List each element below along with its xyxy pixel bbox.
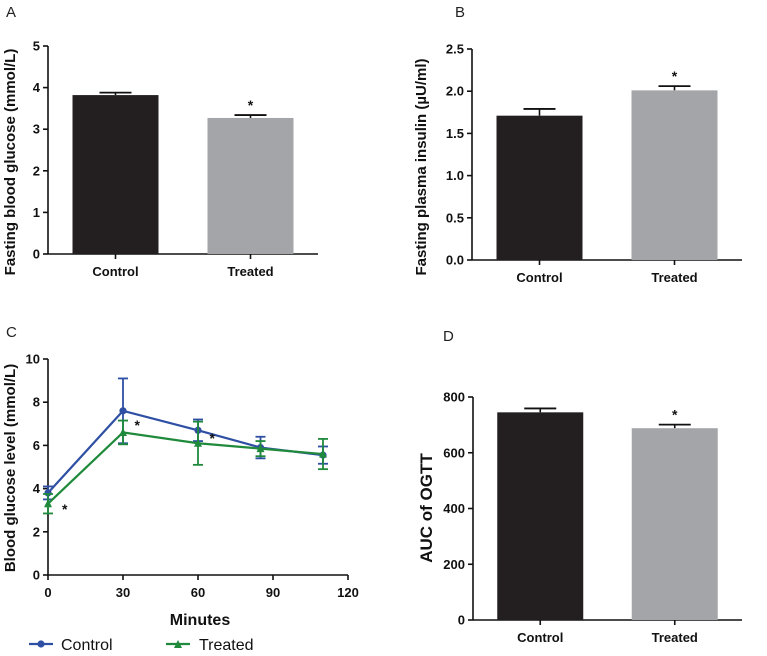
panel-c-xtick-label: 60: [191, 585, 205, 600]
panel-d-chart: 0 200 400 600 800 Control Treated *: [443, 390, 742, 645]
panel-c-point: [119, 407, 127, 415]
panel-c-xtick-label: 120: [337, 585, 359, 600]
panel-c-line-treated: [47, 431, 324, 505]
panel-c-ytick-label: 2: [33, 524, 40, 539]
panel-b-ytick-label: 0.5: [446, 210, 464, 225]
panel-c-significance: *: [135, 417, 141, 433]
legend-treated-marker: [174, 640, 182, 648]
panel-b-significance: *: [672, 68, 678, 84]
panel-c-point: [119, 427, 127, 436]
panel-d-ylabel: AUC of OGTT: [417, 453, 436, 563]
legend: Control Treated: [29, 637, 254, 654]
panel-c-xtick-label: 90: [266, 585, 280, 600]
panel-a-ytick-label: 5: [33, 39, 40, 54]
panel-c-point: [44, 499, 52, 508]
panel-a-ytick-label: 3: [33, 122, 40, 137]
panel-d-bar-treated: [631, 428, 718, 620]
legend-treated-label: Treated: [199, 637, 254, 654]
panel-d-ytick-label: 400: [443, 501, 465, 516]
panel-b-xtick-label: Control: [516, 270, 562, 285]
panel-d-xtick-label: Control: [517, 630, 563, 645]
panel-c-xtick-label: 30: [116, 585, 130, 600]
panel-c-series-treated: [43, 419, 328, 515]
legend-control-marker: [37, 640, 45, 648]
panel-label-d: D: [443, 328, 454, 345]
panel-b-chart: 0.0 0.5 1.0 1.5 2.0 2.5 Control Treated *: [446, 42, 742, 285]
panel-a-xtick-label: Treated: [227, 264, 273, 279]
panel-c-point: [194, 438, 202, 447]
panel-b-bar-control: [496, 115, 583, 261]
panel-c-significance: *: [62, 501, 68, 517]
panel-d-ytick-label: 800: [443, 390, 465, 405]
panel-b-ytick-label: 2.0: [446, 84, 464, 99]
panel-a-ylabel: Fasting blood glucose (mmol/L): [2, 49, 19, 276]
panel-c-ytick-label: 6: [33, 438, 40, 453]
panel-d-ytick-label: 600: [443, 445, 465, 460]
panel-a-ytick-label: 1: [33, 205, 40, 220]
panel-a-ytick-label: 0: [33, 247, 40, 262]
panel-c-point: [256, 444, 265, 453]
panel-c-chart: 0 2 4 6 8 10 0 30 60 90 120 * * *: [26, 352, 359, 601]
panel-a-xtick-label: Control: [92, 264, 138, 279]
panel-a-bar-treated: [207, 117, 294, 254]
panel-b-xtick-label: Treated: [651, 270, 697, 285]
panel-b-ytick-label: 2.5: [446, 42, 464, 57]
panel-a-ytick-label: 2: [33, 163, 40, 178]
panel-d-bar-control: [497, 412, 584, 620]
panel-c-xtick-label: 0: [44, 585, 51, 600]
panel-b-ylabel: Fasting plasma insulin (µU/ml): [413, 58, 430, 275]
panel-c-point: [319, 449, 327, 458]
panel-a-bar-control: [72, 95, 159, 254]
panel-c-xlabel: Minutes: [170, 612, 231, 629]
panel-b-ytick-label: 1.0: [446, 168, 464, 183]
panel-a-significance: *: [248, 97, 254, 113]
panel-label-b: B: [455, 4, 465, 21]
panel-b-bar-treated: [631, 90, 718, 260]
panel-label-a: A: [6, 4, 16, 21]
panel-c-ylabel: Blood glucose level (mmol/L): [2, 364, 19, 572]
panel-c-ytick-label: 4: [33, 481, 41, 496]
panel-d-ytick-label: 200: [443, 557, 465, 572]
panel-c-series-control: [43, 377, 328, 501]
panel-label-c: C: [6, 324, 17, 341]
panel-c-line-control: [47, 409, 324, 494]
panel-b-ytick-label: 0.0: [446, 253, 464, 268]
panel-a-chart: 0 1 2 3 4 5 Control Treated *: [33, 39, 318, 279]
panel-d-significance: *: [672, 407, 678, 423]
panel-c-ytick-label: 8: [33, 395, 40, 410]
panel-b-ytick-label: 1.5: [446, 126, 464, 141]
panel-a-ytick-label: 4: [33, 80, 41, 95]
panel-c-significance: *: [210, 430, 216, 446]
panel-d-xtick-label: Treated: [652, 630, 698, 645]
legend-control-label: Control: [61, 637, 113, 654]
panel-c-ytick-label: 10: [26, 352, 40, 367]
panel-d-ytick-label: 0: [458, 613, 465, 628]
panel-c-ytick-label: 0: [33, 568, 40, 583]
